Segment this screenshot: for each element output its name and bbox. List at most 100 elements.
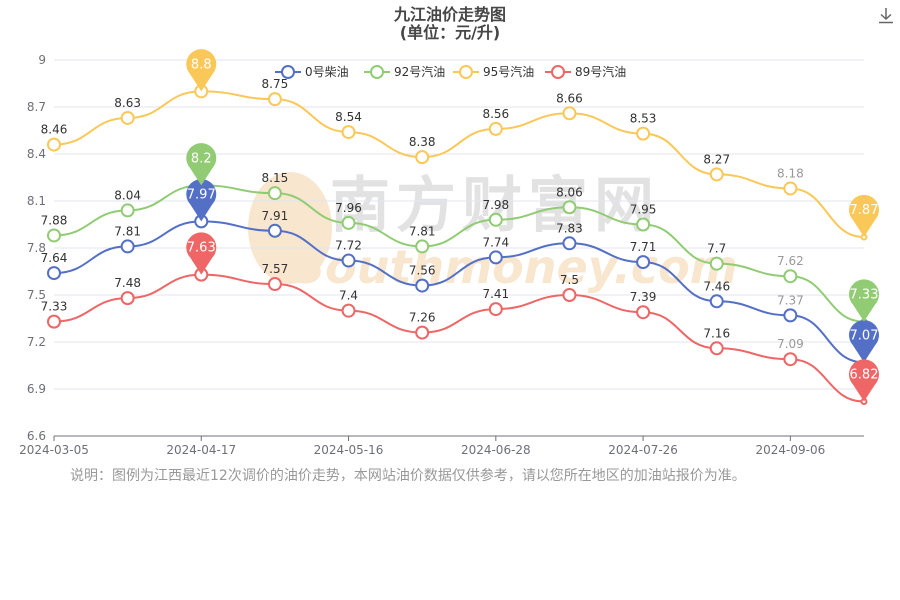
x-tick-label: 2024-03-05 [19, 443, 89, 457]
data-point[interactable] [267, 223, 282, 238]
data-point[interactable] [120, 110, 135, 125]
y-tick-label: 6.9 [27, 382, 46, 396]
pin-label: 7.97 [187, 187, 216, 202]
data-label: 8.75 [262, 77, 289, 91]
data-label: 8.27 [703, 152, 730, 166]
watermark: 南方财富网 Southmoney.com [248, 171, 738, 294]
series-line [53, 90, 865, 239]
legend-label: 0号柴油 [305, 65, 349, 79]
data-point[interactable] [709, 167, 724, 182]
data-label: 7.41 [482, 287, 509, 301]
pin-marker [186, 179, 217, 222]
data-point[interactable] [47, 266, 61, 281]
legend-marker [281, 65, 295, 79]
data-point[interactable] [636, 217, 651, 232]
data-label: 7.83 [556, 221, 583, 235]
legend-marker [551, 65, 565, 79]
y-tick-label: 8.7 [27, 100, 46, 114]
legend-item[interactable]: 92号汽油 [364, 64, 445, 79]
data-label: 7.81 [114, 224, 141, 238]
data-point[interactable] [709, 341, 724, 356]
y-axis: 6.6 6.9 7.2 7.5 7.8 8.1 8.4 8.7 9 [27, 53, 46, 443]
data-point[interactable] [267, 186, 282, 201]
data-point[interactable] [120, 203, 135, 218]
data-label: 7.74 [482, 235, 509, 249]
data-label: 8.18 [777, 166, 804, 180]
legend-item[interactable]: 0号柴油 [275, 65, 349, 79]
data-point[interactable] [709, 256, 724, 271]
data-label: 7.16 [703, 326, 730, 340]
data-label: 7.72 [335, 239, 362, 253]
data-point[interactable] [415, 325, 430, 340]
data-label: 7.81 [409, 224, 436, 238]
pin-label: 8.2 [191, 151, 212, 166]
data-point[interactable] [47, 228, 61, 243]
data-point[interactable] [120, 239, 135, 254]
chart-title: 九江油价走势图 [393, 5, 506, 24]
x-tick-label: 2024-06-28 [461, 443, 531, 457]
data-point[interactable] [267, 277, 282, 292]
data-point[interactable] [783, 181, 798, 196]
pin-label: 7.63 [187, 241, 216, 256]
data-label: 7.5 [560, 273, 579, 287]
data-label: 7.57 [262, 262, 289, 276]
legend-item[interactable]: 89号汽油 [545, 64, 626, 79]
pin-marker [186, 232, 217, 275]
data-point[interactable] [488, 250, 503, 265]
data-point[interactable] [783, 308, 798, 323]
data-point[interactable] [636, 126, 651, 141]
grid [54, 59, 864, 437]
data-label: 7.7 [707, 242, 726, 256]
data-point[interactable] [636, 255, 651, 270]
legend-marker [459, 65, 473, 79]
data-point[interactable] [415, 150, 430, 165]
data-point[interactable] [47, 314, 61, 329]
data-point[interactable] [415, 278, 430, 293]
y-tick-label: 6.6 [27, 429, 46, 443]
data-label: 7.39 [630, 290, 657, 304]
legend-item[interactable]: 95号汽油 [453, 64, 534, 79]
data-point[interactable] [341, 303, 356, 318]
data-point[interactable] [488, 121, 503, 136]
download-icon[interactable] [876, 6, 896, 26]
data-label: 7.37 [777, 293, 804, 307]
data-point[interactable] [120, 291, 135, 306]
data-point[interactable] [267, 92, 282, 107]
legend-marker [370, 65, 384, 79]
data-point[interactable] [709, 294, 724, 309]
data-point[interactable] [47, 137, 61, 152]
pin-marker [849, 359, 880, 402]
data-label: 7.26 [409, 311, 436, 325]
data-point[interactable] [341, 125, 356, 140]
data-point[interactable] [783, 269, 798, 284]
data-point[interactable] [341, 253, 356, 268]
data-point[interactable] [341, 215, 356, 230]
data-point[interactable] [415, 239, 430, 254]
data-label: 7.71 [630, 240, 657, 254]
y-tick-label: 7.8 [27, 241, 46, 255]
data-point[interactable] [562, 200, 577, 215]
data-label: 7.95 [630, 203, 657, 217]
x-tick-label: 2024-07-26 [608, 443, 678, 457]
data-point[interactable] [562, 236, 577, 251]
y-tick-label: 9 [38, 53, 46, 67]
data-point[interactable] [488, 212, 503, 227]
x-tick-label: 2024-05-16 [314, 443, 384, 457]
legend: 0号柴油 92号汽油 95号汽油 89号汽油 [275, 64, 626, 79]
data-point[interactable] [562, 288, 577, 302]
data-label: 8.06 [556, 185, 583, 199]
extreme-markers: 7.97 7.07 8.2 7.33 8.8 7.87 7.63 6.82 [186, 49, 880, 402]
data-point[interactable] [636, 305, 651, 320]
data-label: 7.96 [335, 201, 362, 215]
data-point[interactable] [562, 106, 577, 121]
pin-label: 7.33 [850, 288, 879, 303]
data-label: 7.62 [777, 254, 804, 268]
x-axis: 2024-03-05 2024-04-17 2024-05-16 2024-06-28… [19, 435, 864, 457]
data-label: 8.04 [114, 188, 141, 202]
data-point[interactable] [783, 352, 798, 367]
data-point[interactable] [488, 302, 503, 317]
x-tick-label: 2024-04-17 [166, 443, 236, 457]
pin-marker [849, 194, 880, 238]
data-label: 8.63 [114, 96, 141, 110]
